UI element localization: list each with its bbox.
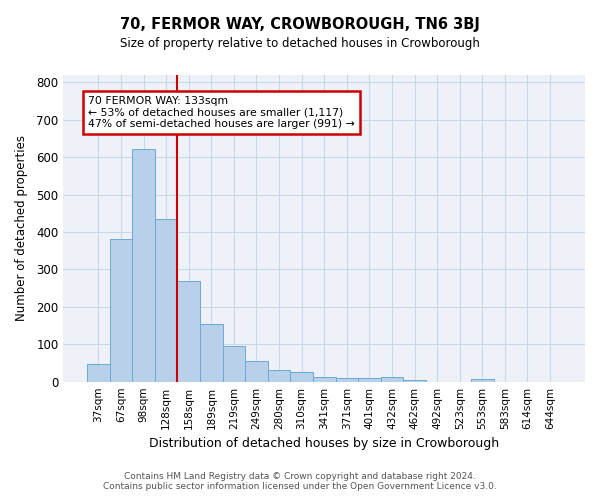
Bar (268, 370, 290, 382)
Bar (223, 346, 245, 382)
Bar (155, 219, 178, 382)
Y-axis label: Number of detached properties: Number of detached properties (15, 136, 28, 322)
Bar (200, 324, 223, 382)
Bar (471, 378, 494, 382)
Bar (358, 378, 380, 382)
Bar (133, 149, 155, 382)
Bar (87, 364, 110, 382)
Text: 70 FERMOR WAY: 133sqm
← 53% of detached houses are smaller (1,117)
47% of semi-d: 70 FERMOR WAY: 133sqm ← 53% of detached … (88, 96, 355, 129)
Bar (313, 377, 335, 382)
X-axis label: Distribution of detached houses by size in Crowborough: Distribution of detached houses by size … (149, 437, 499, 450)
Bar (380, 377, 403, 382)
Text: Contains HM Land Registry data © Crown copyright and database right 2024.
Contai: Contains HM Land Registry data © Crown c… (103, 472, 497, 491)
Text: Size of property relative to detached houses in Crowborough: Size of property relative to detached ho… (120, 38, 480, 51)
Bar (335, 378, 358, 382)
Text: 70, FERMOR WAY, CROWBOROUGH, TN6 3BJ: 70, FERMOR WAY, CROWBOROUGH, TN6 3BJ (120, 18, 480, 32)
Bar (178, 280, 200, 382)
Bar (290, 372, 313, 382)
Bar (245, 361, 268, 382)
Bar (403, 380, 426, 382)
Bar (110, 239, 133, 382)
